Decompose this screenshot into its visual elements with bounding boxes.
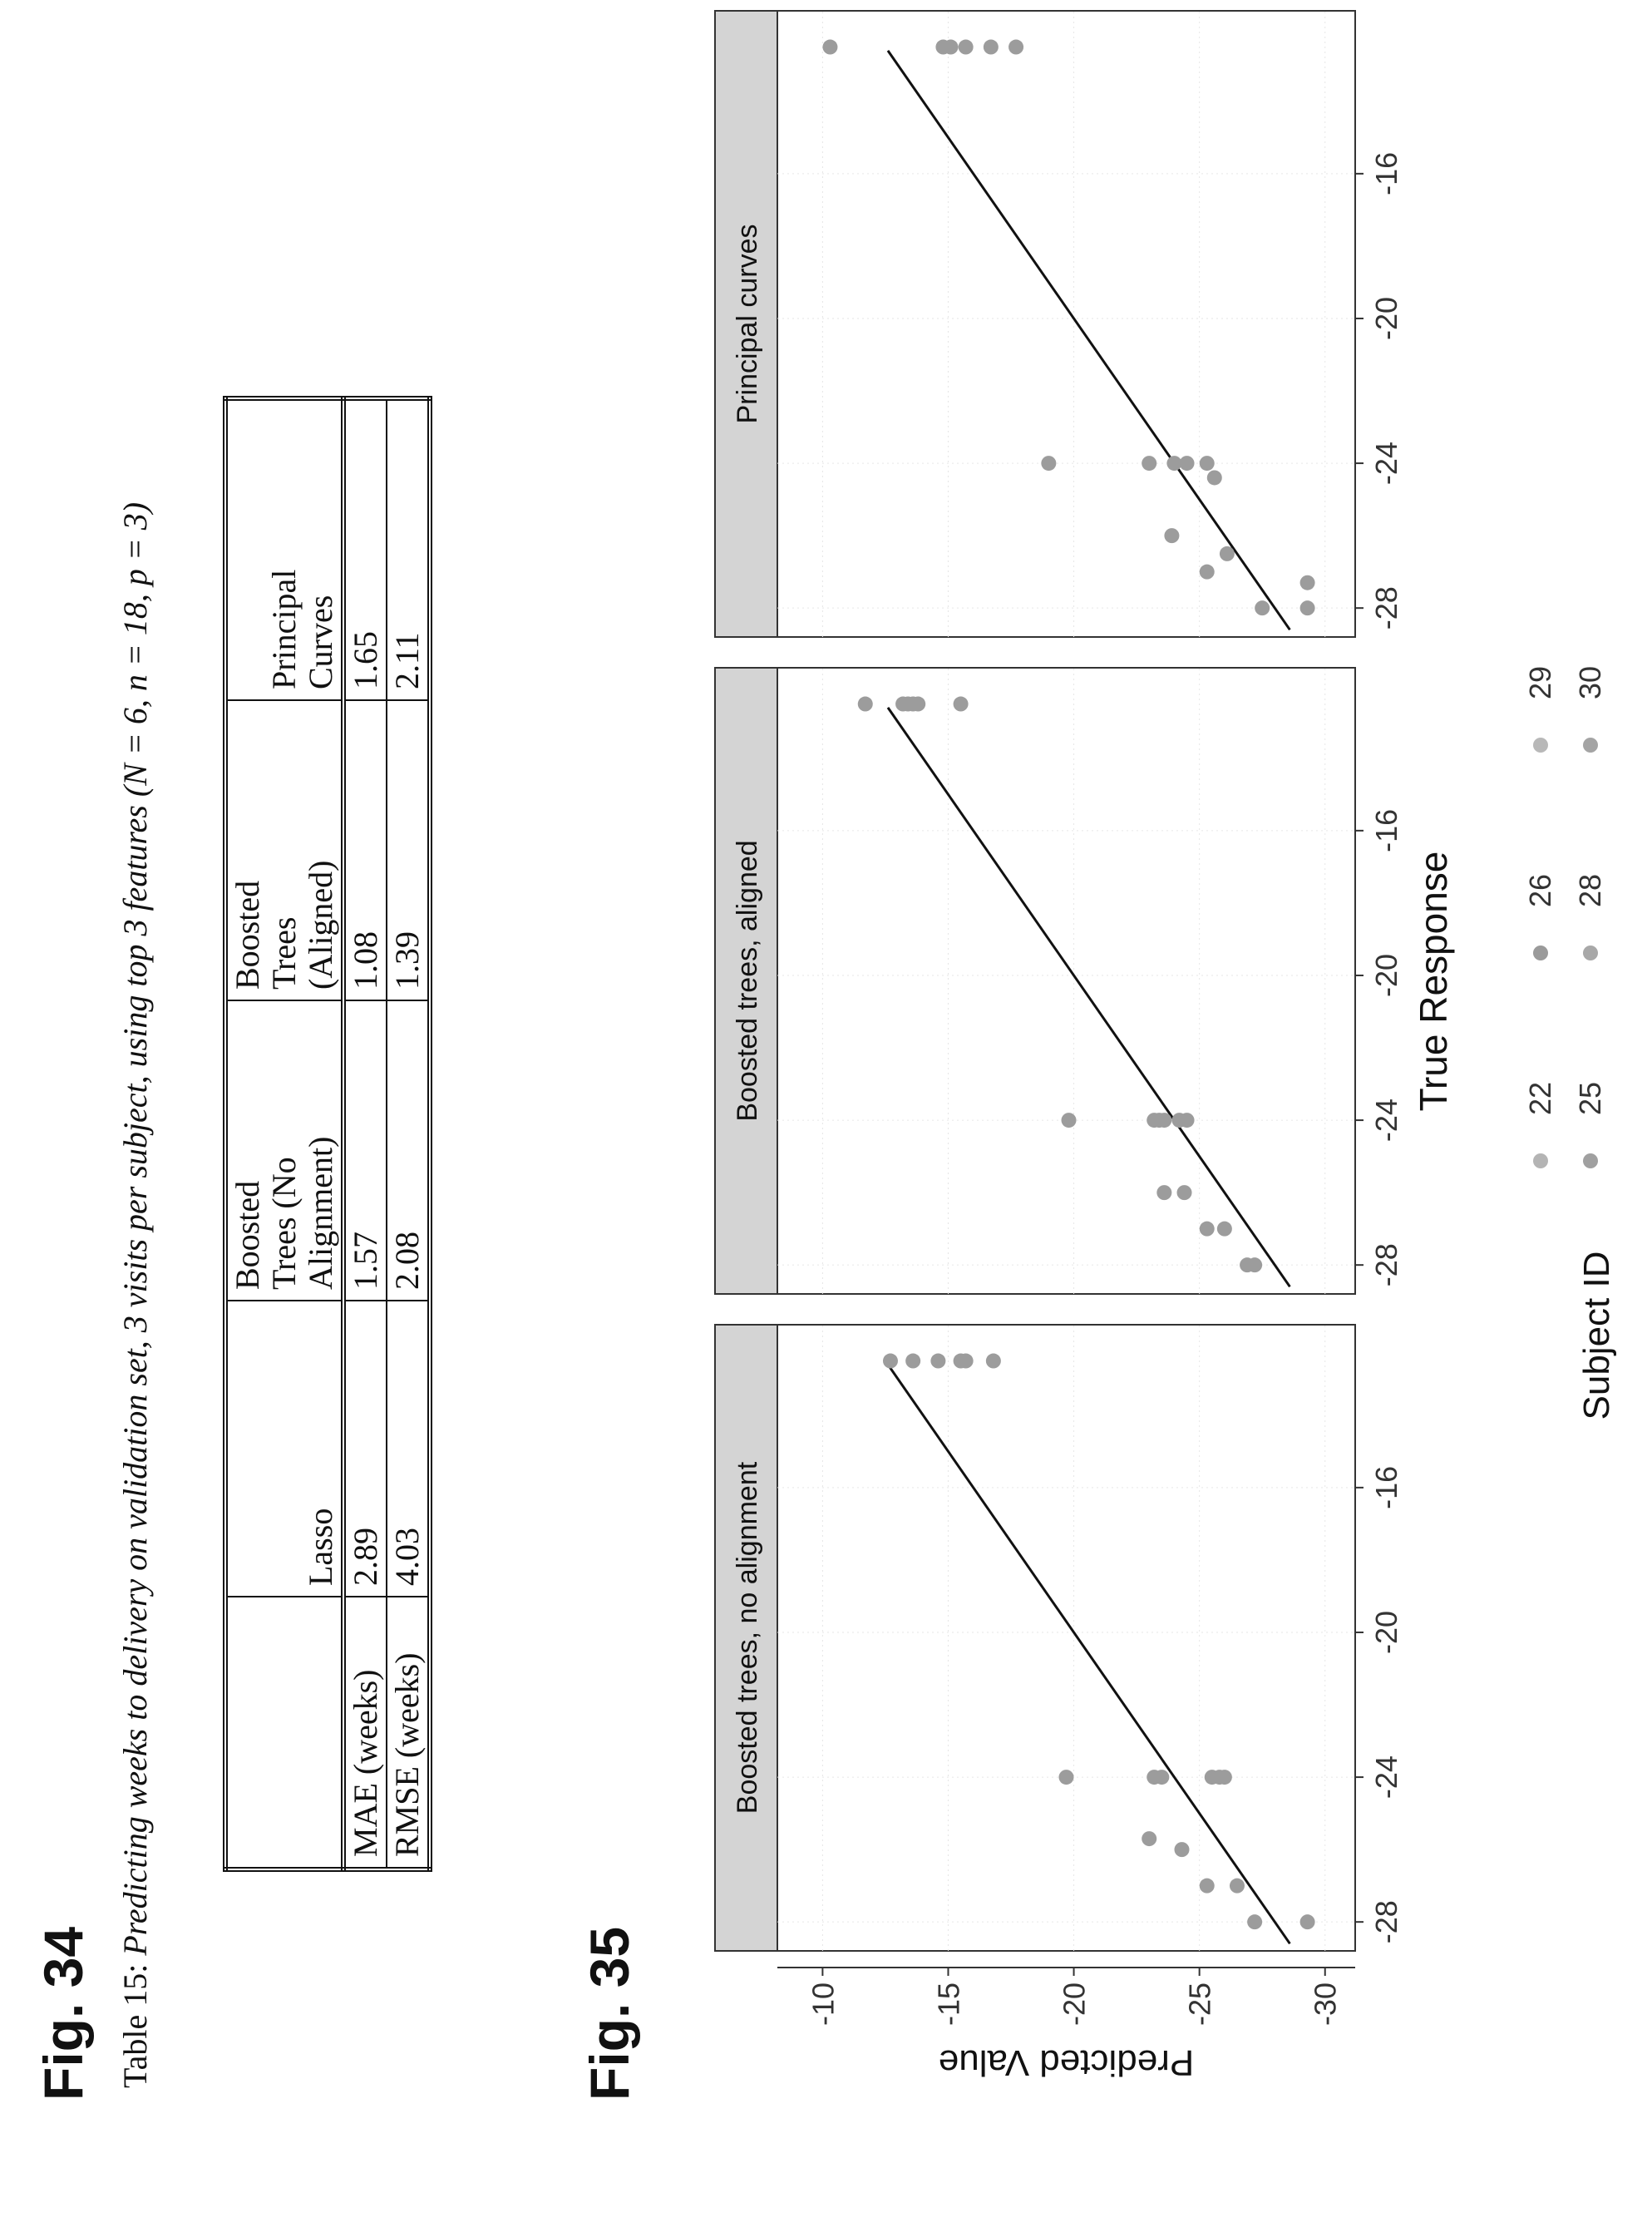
panel-frame <box>777 667 1356 1295</box>
data-point <box>1156 1113 1172 1128</box>
data-point <box>1240 1257 1255 1273</box>
panel-frame <box>777 10 1356 638</box>
data-point <box>1299 575 1315 590</box>
legend-marker <box>1583 738 1598 753</box>
data-point <box>1142 456 1157 472</box>
data-point <box>1008 39 1024 55</box>
data-point <box>930 1353 946 1369</box>
data-point <box>857 696 873 712</box>
x-tick-label: -24 <box>1369 442 1403 485</box>
data-point <box>1199 564 1215 580</box>
data-point <box>1166 456 1182 472</box>
data-point <box>985 1353 1001 1369</box>
legend-label: 29 <box>1523 666 1557 699</box>
legend-label: 30 <box>1573 666 1607 699</box>
legend-marker <box>1583 946 1598 960</box>
data-point <box>1142 1831 1157 1847</box>
legend-marker <box>1533 1153 1548 1168</box>
x-tick-label: -16 <box>1369 1466 1403 1509</box>
panel-title: Boosted trees, aligned <box>732 840 763 1121</box>
x-tick-label: -28 <box>1369 1243 1403 1286</box>
data-point <box>1164 528 1180 544</box>
data-point <box>1154 1770 1170 1785</box>
data-point <box>1156 1185 1172 1201</box>
panel-title: Principal curves <box>732 225 763 424</box>
data-point <box>1174 1842 1190 1858</box>
legend-marker <box>1583 1153 1598 1168</box>
x-tick-label: -16 <box>1369 152 1403 195</box>
legend-label: 28 <box>1573 874 1607 907</box>
data-point <box>1299 600 1315 616</box>
y-tick-label: -15 <box>931 1982 965 2026</box>
reference-line <box>886 1364 1291 1945</box>
data-point <box>1171 1113 1187 1128</box>
reference-line <box>886 50 1291 631</box>
data-point <box>953 1353 969 1369</box>
y-tick-label: -10 <box>806 1982 840 2026</box>
panel-frame <box>777 1324 1356 1952</box>
x-tick-label: -20 <box>1369 297 1403 340</box>
data-point <box>1058 1770 1074 1785</box>
data-point <box>1061 1113 1077 1128</box>
y-tick-label: -30 <box>1309 1982 1343 2026</box>
data-point <box>1204 1770 1220 1785</box>
x-tick-label: -28 <box>1369 586 1403 630</box>
data-point <box>1247 1914 1263 1930</box>
legend-title: Subject ID <box>1576 1252 1617 1420</box>
data-point <box>1176 1185 1192 1201</box>
x-tick-label: -24 <box>1369 1099 1403 1142</box>
data-point <box>1199 1221 1215 1237</box>
legend-label: 26 <box>1523 874 1557 907</box>
data-point <box>822 39 838 55</box>
legend-marker <box>1533 946 1548 960</box>
x-tick-label: -24 <box>1369 1755 1403 1799</box>
data-point <box>905 1353 921 1369</box>
legend-label: 22 <box>1523 1082 1557 1115</box>
data-point <box>1041 456 1057 472</box>
data-point <box>882 1353 898 1369</box>
data-point <box>943 39 959 55</box>
data-point <box>1219 546 1235 561</box>
x-tick-label: -20 <box>1369 1611 1403 1654</box>
x-tick-label: -16 <box>1369 809 1403 852</box>
panel-title: Boosted trees, no alignment <box>732 1461 763 1814</box>
x-tick-label: -20 <box>1369 954 1403 997</box>
data-point <box>953 696 969 712</box>
data-point <box>1229 1878 1245 1894</box>
y-tick-label: -20 <box>1058 1982 1092 2026</box>
reference-line <box>886 707 1291 1288</box>
data-point <box>983 39 999 55</box>
legend-marker <box>1533 738 1548 753</box>
data-point <box>1179 456 1195 472</box>
data-point <box>910 696 926 712</box>
legend-label: 25 <box>1573 1082 1607 1115</box>
data-point <box>1199 1878 1215 1894</box>
data-point <box>1255 600 1270 616</box>
data-point <box>958 39 974 55</box>
data-point <box>1299 1914 1315 1930</box>
y-axis-label: Predicted Value <box>939 2042 1194 2083</box>
x-tick-label: -28 <box>1369 1900 1403 1943</box>
y-tick-label: -25 <box>1183 1982 1217 2026</box>
data-point <box>1199 456 1215 472</box>
data-point <box>1216 1221 1232 1237</box>
x-axis-label: True Response <box>1412 852 1455 1112</box>
data-point <box>1206 470 1222 486</box>
